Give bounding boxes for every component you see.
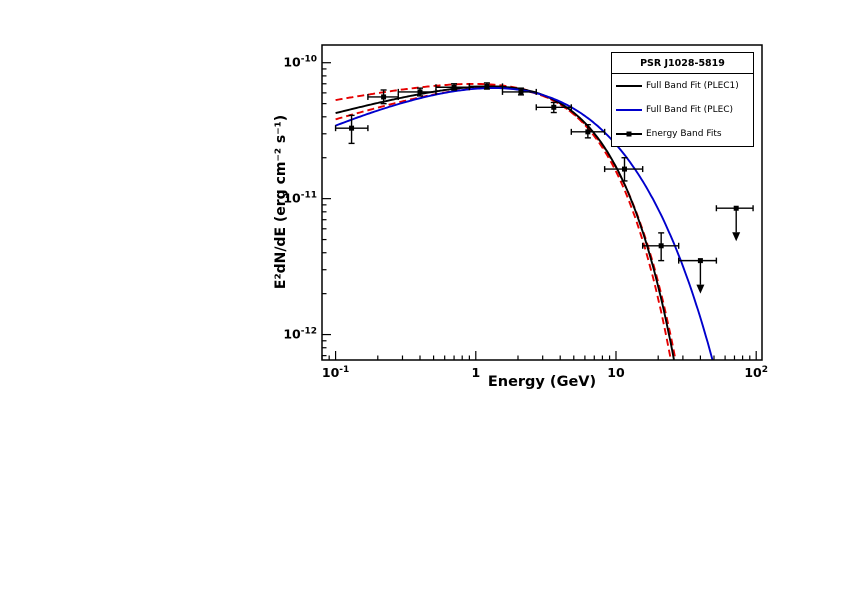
legend: PSR J1028-5819 Full Band Fit (PLEC1) Ful… bbox=[611, 52, 754, 147]
plec-line-sample bbox=[612, 98, 646, 122]
x-tick-label: 1 bbox=[471, 365, 480, 380]
x-tick-label: 10-1 bbox=[322, 365, 349, 380]
y-tick-label: 10-12 bbox=[283, 327, 317, 342]
black-line-icon bbox=[616, 85, 642, 87]
x-tick-label: 10 bbox=[607, 365, 625, 380]
y-axis-label: E²dN/dE (erg cm⁻² s⁻¹) bbox=[273, 114, 289, 290]
legend-entry-label: Full Band Fit (PLEC1) bbox=[646, 81, 739, 91]
plot-frame bbox=[321, 44, 763, 361]
plec1-line-sample bbox=[612, 74, 646, 98]
energy-band-points bbox=[334, 82, 754, 294]
blue-line-icon bbox=[616, 109, 642, 111]
curve-2 bbox=[335, 85, 675, 360]
legend-entry-energy-band-fits: Energy Band Fits bbox=[612, 122, 753, 146]
y-tick-label: 10-10 bbox=[283, 55, 317, 70]
x-tick-label: 102 bbox=[744, 365, 768, 380]
x-axis-label: Energy (GeV) bbox=[487, 374, 597, 390]
legend-entry-label: Full Band Fit (PLEC) bbox=[646, 105, 734, 115]
legend-entry-plec1: Full Band Fit (PLEC1) bbox=[612, 74, 753, 98]
legend-entry-plec: Full Band Fit (PLEC) bbox=[612, 98, 753, 122]
legend-entry-label: Energy Band Fits bbox=[646, 129, 722, 139]
marker-sample bbox=[612, 122, 646, 146]
legend-title: PSR J1028-5819 bbox=[612, 53, 753, 74]
y-tick-label: 10-11 bbox=[283, 191, 317, 206]
square-marker-icon bbox=[626, 131, 632, 137]
